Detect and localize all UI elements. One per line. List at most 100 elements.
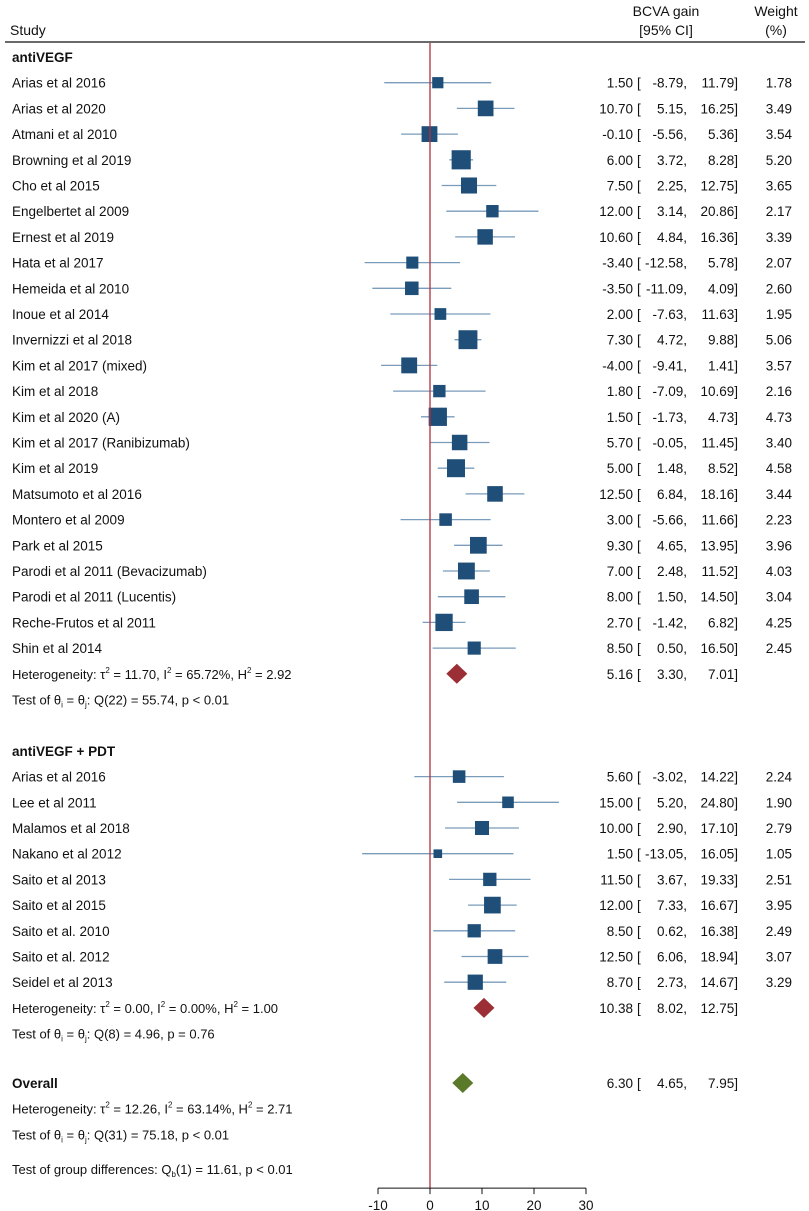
study-estimate: 12.50 — [599, 487, 633, 502]
study-estimate: 5.70 — [607, 436, 633, 451]
study-label: Parodi et al 2011 (Bevacizumab) — [12, 564, 207, 579]
study-ci-lower: -8.79, — [652, 76, 687, 91]
x-axis-tick-label: 20 — [526, 1198, 541, 1211]
study-estimate: -3.50 — [602, 281, 633, 296]
study-ci-upper: 5.78] — [708, 256, 738, 271]
study-estimate: 3.00 — [607, 513, 633, 528]
study-ci-lower: -1.42, — [652, 615, 687, 630]
pooled-bracket-open: [ — [637, 667, 641, 682]
study-ci-upper: 18.94] — [700, 950, 738, 965]
study-weight: 2.24 — [766, 770, 793, 785]
study-box-marker — [457, 562, 475, 580]
study-label: Hata et al 2017 — [12, 256, 104, 271]
study-weight: 2.49 — [766, 924, 792, 939]
study-bracket-open: [ — [637, 101, 641, 116]
study-bracket-open: [ — [637, 821, 641, 836]
study-label: Saito et al. 2012 — [12, 950, 110, 965]
study-ci-lower: 2.48, — [657, 564, 687, 579]
study-label: Hemeida et al 2010 — [12, 281, 129, 296]
plot-header: Study BCVA gain [95% CI] Weight (%) — [5, 3, 805, 43]
study-weight: 4.25 — [766, 615, 792, 630]
study-weight: 3.54 — [766, 127, 793, 142]
group-homogeneity-test: Test of θi = θj: Q(22) = 55.74, p < 0.01 — [12, 693, 229, 710]
study-box-marker — [484, 896, 501, 914]
study-bracket-open: [ — [637, 487, 641, 502]
study-estimate: 9.30 — [607, 538, 633, 553]
study-box-marker — [401, 357, 418, 374]
x-axis-tick-label: 0 — [426, 1198, 434, 1211]
study-label: Montero et al 2009 — [12, 513, 125, 528]
study-weight: 2.51 — [766, 872, 792, 887]
study-label: Malamos et al 2018 — [12, 821, 130, 836]
study-label: Kim et al 2017 (Ranibizumab) — [12, 436, 190, 451]
study-bracket-open: [ — [637, 333, 641, 348]
study-estimate: 2.70 — [607, 615, 633, 630]
subgroup-pooled-diamond — [473, 997, 495, 1018]
study-ci-lower: -5.66, — [652, 513, 687, 528]
study-box-marker — [406, 256, 419, 269]
study-estimate: 12.00 — [599, 898, 633, 913]
study-estimate: 7.50 — [607, 179, 633, 194]
study-ci-upper: 13.95] — [700, 538, 738, 553]
study-bracket-open: [ — [637, 179, 641, 194]
study-estimate: 8.00 — [607, 590, 633, 605]
overall-pooled-diamond — [452, 1073, 474, 1093]
study-bracket-open: [ — [637, 358, 641, 373]
study-bracket-open: [ — [637, 281, 641, 296]
study-ci-upper: 16.67] — [700, 898, 738, 913]
group-heading: antiVEGF — [12, 50, 73, 65]
study-ci-upper: 4.73] — [708, 410, 738, 425]
pooled-estimate: 10.38 — [599, 1001, 633, 1016]
study-ci-upper: 12.75] — [700, 179, 738, 194]
study-weight: 3.39 — [766, 230, 792, 245]
study-weight: 3.07 — [766, 950, 792, 965]
study-bracket-open: [ — [637, 153, 641, 168]
study-ci-lower: 3.14, — [657, 204, 687, 219]
study-ci-upper: 16.50] — [700, 641, 738, 656]
pooled-estimate: 5.16 — [607, 667, 633, 682]
study-ci-upper: 11.66] — [701, 513, 738, 528]
study-estimate: 5.00 — [607, 461, 633, 476]
study-ci-lower: 0.50, — [657, 641, 687, 656]
study-ci-upper: 18.16] — [700, 487, 738, 502]
pooled-ci-lower: 3.30, — [657, 667, 687, 682]
study-box-marker — [451, 434, 468, 451]
study-weight: 3.95 — [766, 898, 792, 913]
study-bracket-open: [ — [637, 76, 641, 91]
study-ci-upper: 10.69] — [700, 384, 738, 399]
study-weight: 4.58 — [766, 461, 792, 476]
study-box-marker — [467, 641, 481, 655]
study-weight: 3.29 — [766, 975, 792, 990]
overall-estimate: 6.30 — [607, 1076, 633, 1091]
x-axis-tick-label: 30 — [578, 1198, 593, 1211]
study-ci-lower: -11.09, — [646, 281, 687, 296]
study-ci-lower: 2.25, — [657, 179, 687, 194]
study-estimate: 15.00 — [599, 795, 633, 810]
effect-column-header-line1: BCVA gain — [633, 3, 700, 19]
study-estimate: 11.50 — [600, 872, 633, 887]
study-ci-lower: -7.09, — [652, 384, 687, 399]
study-box-marker — [467, 924, 481, 938]
study-estimate: 5.60 — [607, 770, 633, 785]
study-ci-lower: 4.65, — [657, 538, 687, 553]
pooled-bracket-open: [ — [637, 1001, 641, 1016]
study-ci-lower: 1.50, — [657, 590, 687, 605]
study-ci-lower: -9.41, — [652, 358, 687, 373]
study-box-marker — [432, 77, 444, 89]
study-box-marker — [477, 229, 493, 245]
study-ci-lower: 0.62, — [657, 924, 687, 939]
study-box-marker — [451, 150, 471, 170]
study-weight: 5.20 — [766, 153, 792, 168]
study-bracket-open: [ — [637, 410, 641, 425]
study-label: Arias et al 2020 — [12, 101, 106, 116]
study-box-marker — [434, 308, 447, 320]
x-axis: -10 0 10 20 30 — [368, 43, 594, 1211]
study-label: Matsumoto et al 2016 — [12, 487, 142, 502]
study-estimate: 10.00 — [599, 821, 633, 836]
study-ci-upper: 11.63] — [701, 307, 738, 322]
study-box-marker — [433, 849, 443, 859]
study-label: Atmani et al 2010 — [12, 127, 117, 142]
study-label: Engelbertet al 2009 — [12, 204, 129, 219]
study-estimate: 6.00 — [607, 153, 633, 168]
study-weight: 1.78 — [766, 76, 792, 91]
